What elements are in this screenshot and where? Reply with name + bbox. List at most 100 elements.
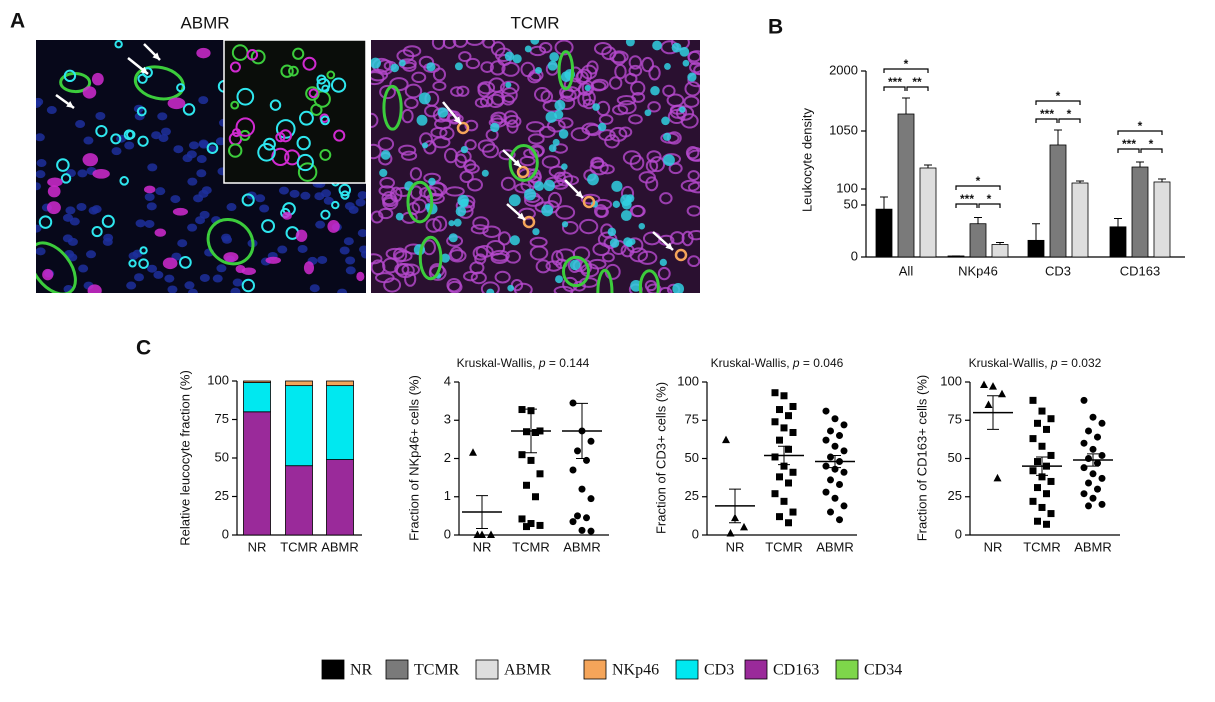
nucleus [188,141,199,150]
cyan-cell [652,40,662,51]
magenta-cell [371,112,379,128]
significance-label: * [987,192,992,206]
image-title: TCMR [510,13,559,32]
cyan-cell [139,246,148,255]
cyan-cell [428,177,436,186]
cyan-cell [331,200,340,210]
nucleus [343,237,354,246]
nucleus [36,182,42,191]
cyan-cell [682,59,690,67]
y-tick-label: 25 [685,488,699,503]
error-bar [987,395,999,430]
point [989,382,997,390]
point [587,495,595,503]
nucleus [151,131,162,140]
inset-cell [302,56,317,71]
magenta-cell [558,117,574,129]
cyan-cell [426,62,436,72]
point [578,526,586,534]
point [1085,479,1092,487]
error-bar [974,216,982,224]
magenta-cell [499,80,520,95]
magenta-cell [628,55,642,70]
magenta-cell [630,204,645,218]
x-tick-label: ABMR [1074,539,1112,554]
nucleus [198,96,209,105]
point [1038,503,1046,511]
nucleus [65,169,76,178]
cyan-cell [486,288,495,293]
error-bar [829,454,841,469]
magenta-cell [609,50,629,64]
inset-cell [235,117,256,137]
nucleus [144,219,155,228]
point [1043,520,1050,528]
point [523,428,530,436]
nucleus [277,245,288,254]
y-tick-label: 50 [215,449,229,464]
point [776,473,783,481]
cyan-cell [110,133,122,145]
magenta-cell [87,284,102,293]
cyan-cell [561,163,568,170]
magenta-cell [463,271,478,282]
point [726,528,735,537]
point [780,424,788,432]
nucleus [198,140,209,149]
magenta-cell [576,68,593,84]
nucleus [198,189,209,198]
inset-cell [296,153,314,172]
point [780,392,788,400]
cyan-cell [672,282,685,293]
nucleus [36,133,45,142]
point [1094,459,1101,467]
cyan-cell [558,129,569,139]
point [1080,439,1088,447]
magenta-cell [538,125,556,138]
point [780,462,788,470]
cyan-cell [505,81,512,89]
point [569,399,577,407]
point [1098,451,1106,459]
cyan-cell [448,233,458,243]
bar [969,223,987,258]
magenta-cell [371,143,382,160]
magenta-cell [500,176,516,191]
point [771,418,779,426]
cyan-cell [671,42,682,53]
nucleus [75,120,86,129]
error-bar [1054,129,1062,145]
title-part: = 0.144 [546,356,590,370]
cyan-cell [455,206,467,217]
title-part: = 0.046 [800,356,844,370]
cyan-cell [625,40,635,47]
magenta-cell [612,104,629,116]
point [840,468,848,476]
error-bar [476,495,488,529]
point [587,527,595,535]
point [1038,407,1046,415]
point [523,523,530,531]
significance-label: *** [888,75,902,89]
error-bar [924,164,932,168]
magenta-cell [392,247,408,263]
magenta-cell [378,185,396,197]
magenta-cell [47,185,61,198]
inset-cell [229,61,241,73]
point [827,427,834,435]
chart-title: Kruskal-Wallis, p = 0.032 [969,356,1102,370]
cyan-cell [644,109,652,117]
point [1047,451,1055,459]
magenta-cell [474,253,487,265]
nucleus [359,245,366,254]
magenta-cell [658,286,673,293]
inset-cell [257,143,276,162]
magenta-cell [154,228,167,237]
magenta-cell [459,170,474,183]
magenta-cell [383,277,402,293]
point [776,513,783,521]
vessel [206,217,255,266]
magenta-cell [685,146,700,160]
cyan-cell [638,222,646,230]
